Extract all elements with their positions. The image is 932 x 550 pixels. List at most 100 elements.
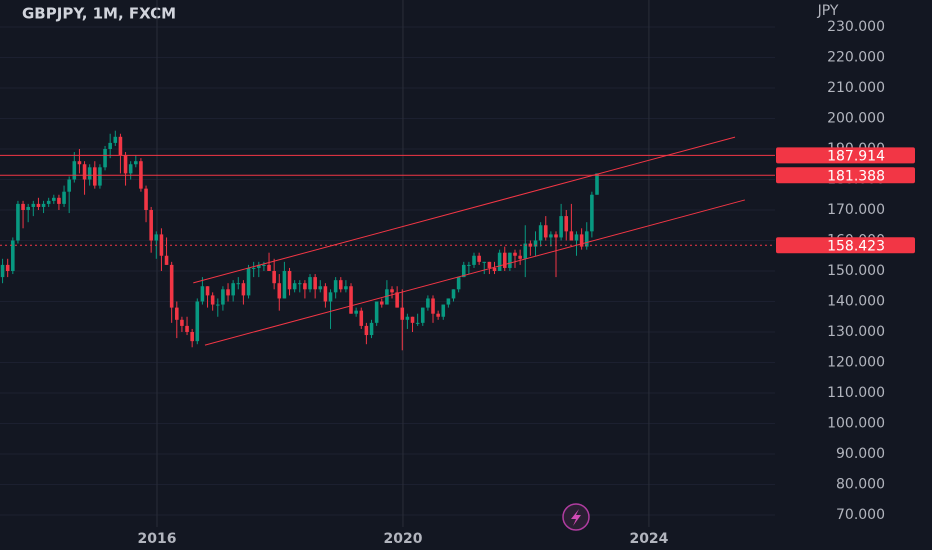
candle-body [328, 292, 333, 302]
candle-body [472, 255, 476, 265]
candle-body [338, 280, 343, 290]
candle-body [395, 292, 399, 308]
y-tick-label: 90.000 [836, 446, 885, 462]
candle-body [251, 267, 256, 269]
candle-body [149, 210, 153, 241]
candle-body [180, 319, 184, 326]
candle-body [318, 286, 323, 290]
candle-body [344, 286, 348, 290]
candle-body [461, 264, 466, 278]
x-tick-label: 2020 [383, 531, 422, 547]
candle-body [108, 142, 112, 149]
candle-body [559, 216, 563, 238]
candle-body [492, 267, 497, 271]
candle-body [390, 289, 394, 293]
candle-body [333, 280, 338, 293]
candle-body [103, 149, 107, 168]
candle-body [420, 307, 425, 323]
y-tick-label: 100.000 [827, 416, 885, 432]
candle-body [113, 136, 118, 143]
price-label-box [776, 147, 915, 164]
y-tick-label: 80.000 [836, 477, 885, 493]
candle-body [87, 167, 92, 180]
trend-line [193, 136, 736, 284]
price-label-box [776, 237, 915, 254]
candle-body [31, 203, 36, 207]
candle-body [36, 203, 41, 207]
candle-body [0, 264, 5, 278]
candle-body [287, 271, 292, 290]
candle-body [241, 283, 246, 296]
y-tick-label: 130.000 [827, 324, 885, 340]
candle-body [313, 277, 317, 290]
candle-body [272, 271, 276, 284]
candle-body [518, 255, 522, 259]
candle-body [595, 173, 599, 195]
candle-body [308, 277, 312, 290]
candle-body [128, 164, 133, 174]
y-tick-label: 170.000 [827, 202, 885, 218]
candle-body [144, 188, 148, 210]
candle-body [11, 240, 15, 271]
y-tick-label: 140.000 [827, 294, 885, 310]
chart-title: GBPJPY, 1M, FXCM [22, 5, 176, 23]
candle-body [215, 304, 220, 306]
candle-body [446, 298, 451, 305]
candle-body [72, 161, 77, 180]
logo-bolt [571, 509, 581, 526]
candle-body [415, 322, 420, 324]
candle-body [579, 234, 584, 247]
candle-body [523, 243, 528, 259]
candle-body [436, 313, 440, 317]
candle-body [467, 264, 471, 266]
candle-body [303, 283, 307, 290]
y-tick-label: 200.000 [827, 111, 885, 127]
candle-body [190, 332, 194, 342]
candle-body [282, 271, 287, 299]
candle-body [169, 264, 174, 308]
candle-body [543, 225, 548, 238]
candle-body [195, 301, 200, 342]
candle-body [26, 206, 30, 210]
logo-icon[interactable] [562, 503, 590, 531]
candle-body [205, 286, 210, 296]
x-tick-label: 2024 [629, 531, 668, 547]
candle-body [477, 255, 481, 262]
y-tick-label: 150.000 [827, 263, 885, 279]
candle-body [538, 225, 543, 241]
candle-body [118, 136, 123, 156]
candle-body [482, 261, 487, 263]
candle-body [134, 161, 138, 165]
candle-body [564, 216, 569, 232]
candle-body [554, 234, 558, 238]
candle-body [21, 203, 25, 210]
candle-body [364, 325, 369, 336]
trend-line [204, 199, 745, 346]
candle-body [231, 283, 235, 296]
candle-body [164, 255, 169, 265]
candle-body [456, 277, 461, 290]
candle-body [533, 240, 538, 247]
candle-body [508, 252, 512, 268]
candle-body [236, 283, 241, 285]
y-tick-label: 70.000 [836, 507, 885, 523]
candle-body [98, 167, 102, 186]
candle-body [379, 301, 384, 305]
candle-body [57, 197, 61, 204]
candle-body [385, 289, 389, 305]
candle-body [267, 264, 271, 271]
candle-body [200, 286, 205, 302]
candle-body [374, 301, 379, 323]
y-tick-label: 110.000 [827, 385, 885, 401]
candle-body [323, 286, 328, 302]
candle-body [441, 304, 446, 317]
candle-body [16, 203, 20, 241]
candle-body [41, 203, 46, 207]
candle-body [410, 316, 415, 323]
candle-body [221, 289, 225, 305]
candle-body [62, 191, 66, 204]
price-label: 181.388 [827, 168, 885, 184]
candle-body [256, 264, 261, 268]
candle-body [210, 295, 215, 305]
candle-body [549, 234, 553, 238]
